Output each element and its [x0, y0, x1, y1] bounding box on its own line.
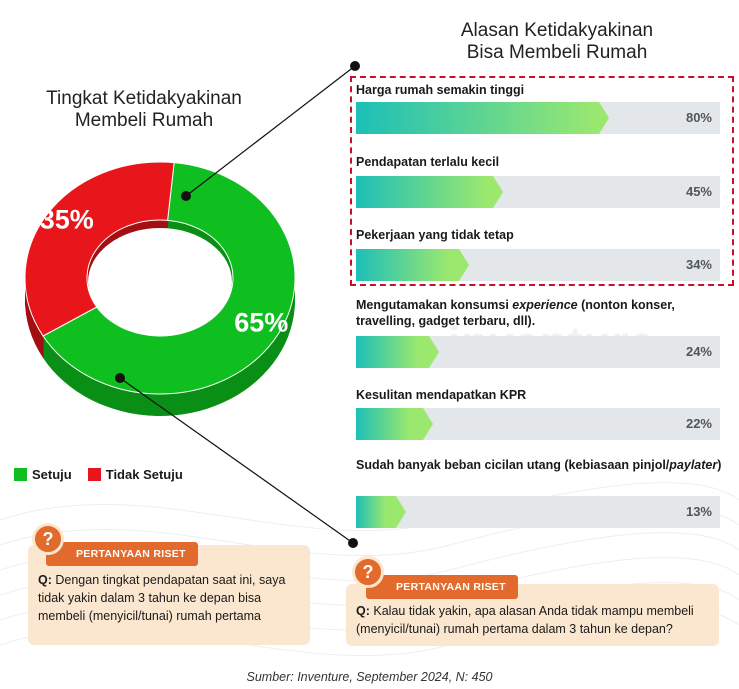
question-mark-icon: ? — [32, 523, 64, 555]
donut-chart-title: Tingkat Ketidakyakinan Membeli Rumah — [10, 88, 278, 132]
reason-label-text: Sudah banyak beban cicilan utang (kebias… — [356, 458, 670, 472]
research-question-card-left: PERTANYAAN RISET ? Q: Dengan tingkat pen… — [28, 523, 310, 645]
reason-label-text: Mengutamakan konsumsi — [356, 298, 513, 312]
legend-item-setuju: Setuju — [14, 467, 72, 482]
reason-label-text: Harga rumah semakin tinggi — [356, 83, 525, 97]
reason-row: Pendapatan terlalu kecil 45% — [356, 154, 722, 208]
donut-legend: Setuju Tidak Setuju — [14, 467, 183, 482]
reason-label-emphasis: paylater — [669, 458, 718, 472]
donut-chart: 65% 35% — [24, 161, 296, 417]
bar-fill — [356, 408, 423, 440]
donut-value-label-tidak-setuju: 35% — [40, 205, 94, 235]
reason-label: Kesulitan mendapatkan KPR — [356, 387, 722, 403]
question-mark-icon: ? — [352, 556, 384, 588]
bar-track: 80% — [356, 102, 720, 134]
bar-track: 13% — [356, 496, 720, 528]
bar-tip — [459, 249, 470, 281]
bar-value-label: 13% — [685, 504, 712, 519]
research-question-badge-right: PERTANYAAN RISET — [366, 575, 518, 599]
bar-value-label: 34% — [685, 257, 712, 272]
bar-title-line-2: Bisa Membeli Rumah — [466, 42, 648, 63]
bar-tip — [422, 408, 433, 440]
reason-label: Harga rumah semakin tinggi — [356, 82, 722, 98]
donut-hole — [88, 228, 232, 336]
bar-value-label: 80% — [685, 110, 712, 125]
reason-label: Sudah banyak beban cicilan utang (kebias… — [356, 457, 722, 473]
bar-chart-title: Alasan Ketidakyakinan Bisa Membeli Rumah — [400, 20, 714, 64]
bar-value-label: 24% — [685, 344, 712, 359]
bar-value-label: 45% — [685, 184, 712, 199]
bar-track: 34% — [356, 249, 720, 281]
research-question-badge-left: PERTANYAAN RISET — [46, 542, 198, 566]
bar-tip — [492, 176, 503, 208]
reason-label: Pekerjaan yang tidak tetap — [356, 227, 722, 243]
legend-label-setuju: Setuju — [32, 467, 72, 482]
bar-tip — [599, 102, 610, 134]
donut-title-line-2: Membeli Rumah — [74, 110, 214, 131]
bar-tip — [395, 496, 406, 528]
reason-row: Pekerjaan yang tidak tetap 34% — [356, 227, 722, 281]
legend-item-tidak-setuju: Tidak Setuju — [87, 467, 183, 482]
reason-row: Harga rumah semakin tinggi 80% — [356, 82, 722, 134]
donut-title-line-1: Tingkat Ketidakyakinan — [46, 88, 242, 109]
reason-row: Sudah banyak beban cicilan utang (kebias… — [356, 457, 722, 528]
question-body-right: Kalau tidak yakin, apa alasan Anda tidak… — [356, 604, 694, 636]
bar-fill — [356, 336, 429, 368]
question-prefix-right: Q: — [356, 604, 370, 618]
bar-tip — [428, 336, 439, 368]
bar-track: 22% — [356, 408, 720, 440]
legend-swatch-tidak-setuju — [87, 468, 101, 481]
legend-label-tidak-setuju: Tidak Setuju — [105, 467, 183, 482]
reason-label-emphasis: experience — [512, 298, 578, 312]
reason-label-text-tail: (nonton konser, travelling, gadget terba… — [356, 298, 675, 328]
bar-value-label: 22% — [685, 416, 712, 431]
reason-label-text: Pekerjaan yang tidak tetap — [356, 228, 514, 242]
reason-row: Kesulitan mendapatkan KPR 22% — [356, 387, 722, 440]
donut-value-label-setuju: 65% — [234, 307, 288, 337]
source-note: Sumber: Inventure, September 2024, N: 45… — [246, 670, 493, 684]
reason-label-text: Pendapatan terlalu kecil — [356, 155, 500, 169]
question-body-left: Dengan tingkat pendapatan saat ini, saya… — [38, 573, 286, 623]
bar-fill — [356, 176, 493, 208]
reason-label-text: Kesulitan mendapatkan KPR — [356, 388, 527, 402]
bar-fill — [356, 249, 460, 281]
bar-fill — [356, 496, 396, 528]
bar-track: 45% — [356, 176, 720, 208]
research-question-text-right: Q: Kalau tidak yakin, apa alasan Anda ti… — [346, 584, 719, 638]
legend-swatch-setuju — [14, 468, 27, 481]
reason-row: Mengutamakan konsumsi experience (nonton… — [356, 297, 722, 368]
research-question-card-right: PERTANYAAN RISET ? Q: Kalau tidak yakin,… — [346, 556, 719, 646]
bar-track: 24% — [356, 336, 720, 368]
bar-title-line-1: Alasan Ketidakyakinan — [460, 20, 654, 41]
bar-fill — [356, 102, 600, 134]
question-prefix-left: Q: — [38, 573, 52, 587]
reason-label: Pendapatan terlalu kecil — [356, 154, 722, 170]
research-question-text-left: Q: Dengan tingkat pendapatan saat ini, s… — [28, 545, 310, 625]
reason-label-text-tail: ) — [717, 458, 722, 472]
reason-label: Mengutamakan konsumsi experience (nonton… — [356, 297, 722, 329]
donut-slice-setuju — [42, 162, 296, 395]
donut-slice-tidak-setuju — [24, 161, 175, 337]
